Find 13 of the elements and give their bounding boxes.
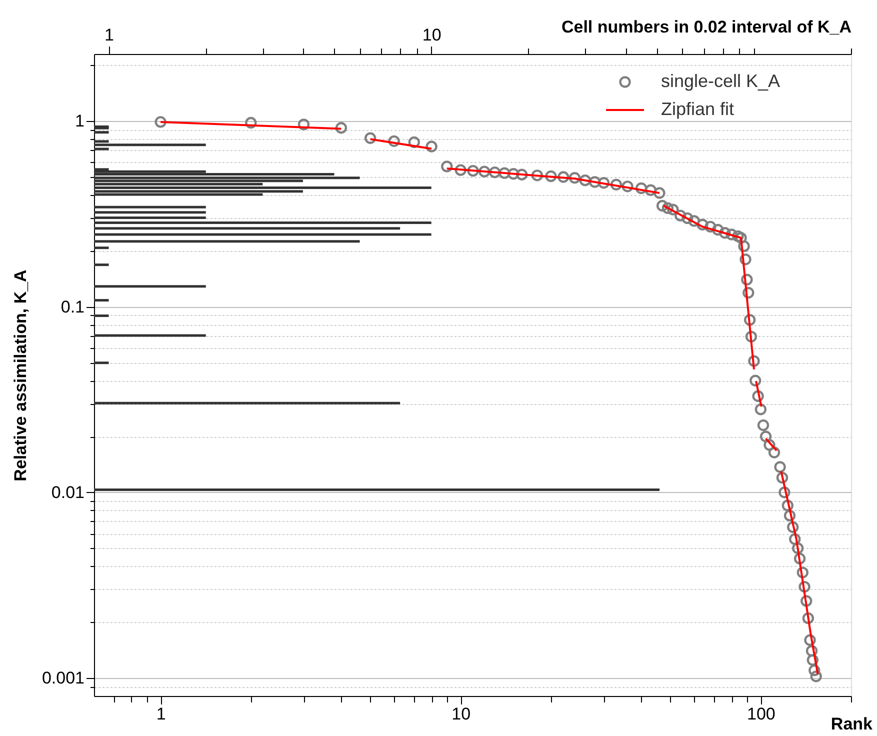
legend-label: single-cell K_A <box>661 71 780 91</box>
x-axis-title: Rank <box>830 714 874 734</box>
y-tick-label: 0.1 <box>60 297 84 316</box>
x-tick-label: 10 <box>422 26 442 44</box>
y-tick-label: 0.001 <box>42 668 84 688</box>
y-axis-title: Relative assimilation, K_A <box>10 270 30 482</box>
legend-label: Zipfian fit <box>661 99 734 119</box>
y-tick-label: 0.01 <box>51 482 84 502</box>
x-tick-label: 1 <box>156 704 166 724</box>
x-tick-label: 10 <box>452 704 471 724</box>
x-axis-title: Cell numbers in 0.02 interval of K_A <box>561 18 852 36</box>
x-tick-label: 100 <box>746 704 776 724</box>
y-tick-label: 1 <box>75 112 84 131</box>
